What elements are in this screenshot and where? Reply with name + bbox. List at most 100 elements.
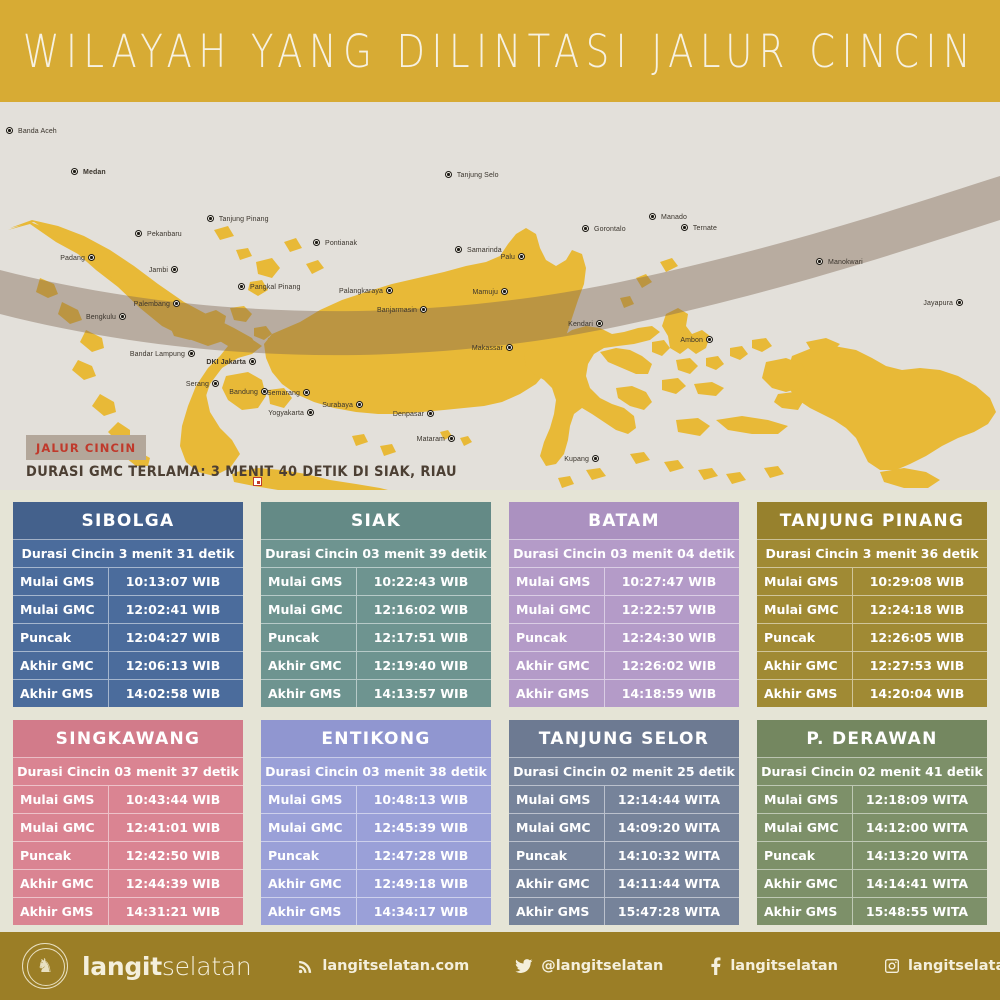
card-title: TANJUNG PINANG bbox=[757, 502, 987, 540]
city-label: Surabaya bbox=[322, 402, 353, 409]
city-label: Ternate bbox=[692, 225, 717, 232]
table-row: Puncak 12:04:27 WIB bbox=[13, 624, 243, 652]
page-title: WILAYAH YANG DILINTASI JALUR CINCIN bbox=[22, 24, 978, 78]
map-city-palangkaraya: Palangkaraya bbox=[339, 287, 393, 295]
row-value: 14:11:44 WITA bbox=[617, 876, 721, 891]
row-value: 12:26:05 WIB bbox=[869, 630, 965, 645]
row-value: 12:22:57 WIB bbox=[621, 602, 717, 617]
table-row: Mulai GMC 12:16:02 WIB bbox=[261, 596, 491, 624]
map-city-pekanbaru: Pekanbaru bbox=[135, 230, 182, 238]
city-dot-icon bbox=[249, 358, 256, 365]
row-label: Mulai GMS bbox=[757, 568, 853, 595]
city-label: Makassar bbox=[471, 345, 503, 352]
row-label: Puncak bbox=[13, 624, 109, 651]
row-label: Akhir GMS bbox=[509, 680, 605, 707]
map-city-bandung: Bandung bbox=[229, 388, 268, 396]
table-row: Akhir GMS 14:13:57 WIB bbox=[261, 680, 491, 707]
row-label: Mulai GMS bbox=[509, 786, 605, 813]
row-value: 10:27:47 WIB bbox=[621, 574, 717, 589]
seal-inner-ring bbox=[27, 948, 65, 986]
brand-light: selatan bbox=[161, 951, 252, 981]
map-city-manado: Manado bbox=[649, 213, 687, 221]
card-batam: BATAM Durasi Cincin 03 menit 04 detik Mula… bbox=[509, 502, 739, 707]
city-label: Pontianak bbox=[325, 240, 358, 247]
city-label: Gorontalo bbox=[594, 226, 626, 233]
instagram-icon bbox=[884, 958, 900, 974]
row-label: Mulai GMC bbox=[509, 596, 605, 623]
city-label: Mamuju bbox=[472, 289, 498, 296]
social-link-rss[interactable]: langitselatan.com bbox=[297, 958, 469, 975]
social-link-twitter[interactable]: @langitselatan bbox=[515, 957, 663, 975]
row-value: 12:44:39 WIB bbox=[125, 876, 221, 891]
map-city-denpasar: Denpasar bbox=[393, 410, 434, 418]
row-value: 10:13:07 WIB bbox=[125, 574, 221, 589]
map-city-tanjung-pinang: Tanjung Pinang bbox=[207, 215, 269, 223]
map-city-bengkulu: Bengkulu bbox=[86, 313, 126, 321]
table-row: Mulai GMC 12:22:57 WIB bbox=[509, 596, 739, 624]
city-label: Mataram bbox=[416, 436, 445, 443]
map-city-palu: Palu bbox=[501, 253, 525, 261]
map-city-mataram: Mataram bbox=[417, 435, 455, 443]
city-dot-icon bbox=[6, 127, 13, 134]
map-city-kupang: Kupang bbox=[564, 455, 599, 463]
social-link-instagram[interactable]: langitselatanmedia bbox=[884, 958, 1000, 974]
table-row: Puncak 12:42:50 WIB bbox=[13, 842, 243, 870]
row-value: 14:34:17 WIB bbox=[373, 904, 469, 919]
row-value: 10:22:43 WIB bbox=[373, 574, 469, 589]
map-city-jambi: Jambi bbox=[149, 266, 178, 274]
city-dot-icon bbox=[681, 224, 688, 231]
city-dot-icon bbox=[427, 410, 434, 417]
table-row: Mulai GMC 14:12:00 WITA bbox=[757, 814, 987, 842]
map-city-banda-aceh: Banda Aceh bbox=[6, 127, 57, 135]
card-duration: Durasi Cincin 3 menit 36 detik bbox=[757, 540, 987, 568]
city-dot-icon bbox=[956, 299, 963, 306]
city-label: Palu bbox=[500, 254, 515, 261]
table-row: Akhir GMC 14:14:41 WITA bbox=[757, 870, 987, 898]
eclipse-path-band bbox=[0, 176, 1000, 356]
city-dot-icon bbox=[649, 213, 656, 220]
city-dot-icon bbox=[386, 287, 393, 294]
brand-wordmark: langitselatan bbox=[82, 951, 252, 981]
map-city-dki-jakarta: DKI Jakarta bbox=[206, 358, 256, 366]
card-duration: Durasi Cincin 3 menit 31 detik bbox=[13, 540, 243, 568]
table-row: Akhir GMS 15:47:28 WITA bbox=[509, 898, 739, 925]
map-city-serang: Serang bbox=[186, 380, 219, 388]
card-duration: Durasi Cincin 03 menit 37 detik bbox=[13, 758, 243, 786]
row-label: Mulai GMC bbox=[13, 596, 109, 623]
row-label: Mulai GMS bbox=[13, 568, 109, 595]
row-value: 14:09:20 WITA bbox=[617, 820, 721, 835]
table-row: Akhir GMS 14:34:17 WIB bbox=[261, 898, 491, 925]
city-label: Banjarmasin bbox=[376, 307, 417, 314]
map-container: Banda Aceh Medan Pekanbaru Tanjung Pinan… bbox=[0, 102, 1000, 490]
row-label: Mulai GMS bbox=[509, 568, 605, 595]
footer-bar: ♞ langitselatan langitselatan.com @langit… bbox=[0, 932, 1000, 1000]
row-label: Mulai GMC bbox=[261, 596, 357, 623]
table-row: Puncak 12:47:28 WIB bbox=[261, 842, 491, 870]
card-title: BATAM bbox=[509, 502, 739, 540]
city-label: Tanjung Pinang bbox=[218, 216, 269, 223]
row-value: 12:16:02 WIB bbox=[373, 602, 469, 617]
row-label: Mulai GMC bbox=[757, 814, 853, 841]
row-value: 12:24:18 WIB bbox=[869, 602, 965, 617]
row-label: Puncak bbox=[509, 842, 605, 869]
card-p-derawan: P. DERAWAN Durasi Cincin 02 menit 41 deti… bbox=[757, 720, 987, 925]
rss-icon bbox=[297, 958, 314, 975]
brand-bold: langit bbox=[82, 951, 162, 981]
city-label: Bandar Lampung bbox=[129, 351, 185, 358]
row-label: Puncak bbox=[509, 624, 605, 651]
city-dot-icon bbox=[356, 401, 363, 408]
row-label: Akhir GMS bbox=[509, 898, 605, 925]
row-label: Akhir GMS bbox=[261, 680, 357, 707]
map-city-banjarmasin: Banjarmasin bbox=[377, 306, 427, 314]
row-label: Mulai GMS bbox=[261, 786, 357, 813]
city-label: Pangkal Pinang bbox=[250, 284, 301, 291]
city-label: Padang bbox=[60, 255, 85, 262]
city-label: Medan bbox=[83, 169, 106, 176]
table-row: Akhir GMC 12:49:18 WIB bbox=[261, 870, 491, 898]
city-label: Palembang bbox=[133, 301, 170, 308]
social-link-facebook[interactable]: langitselatan bbox=[709, 957, 838, 975]
card-tanjung-selor: TANJUNG SELOR Durasi Cincin 02 menit 25 d… bbox=[509, 720, 739, 925]
row-value: 14:13:20 WITA bbox=[865, 848, 969, 863]
city-dot-icon bbox=[212, 380, 219, 387]
city-dot-icon bbox=[261, 388, 268, 395]
